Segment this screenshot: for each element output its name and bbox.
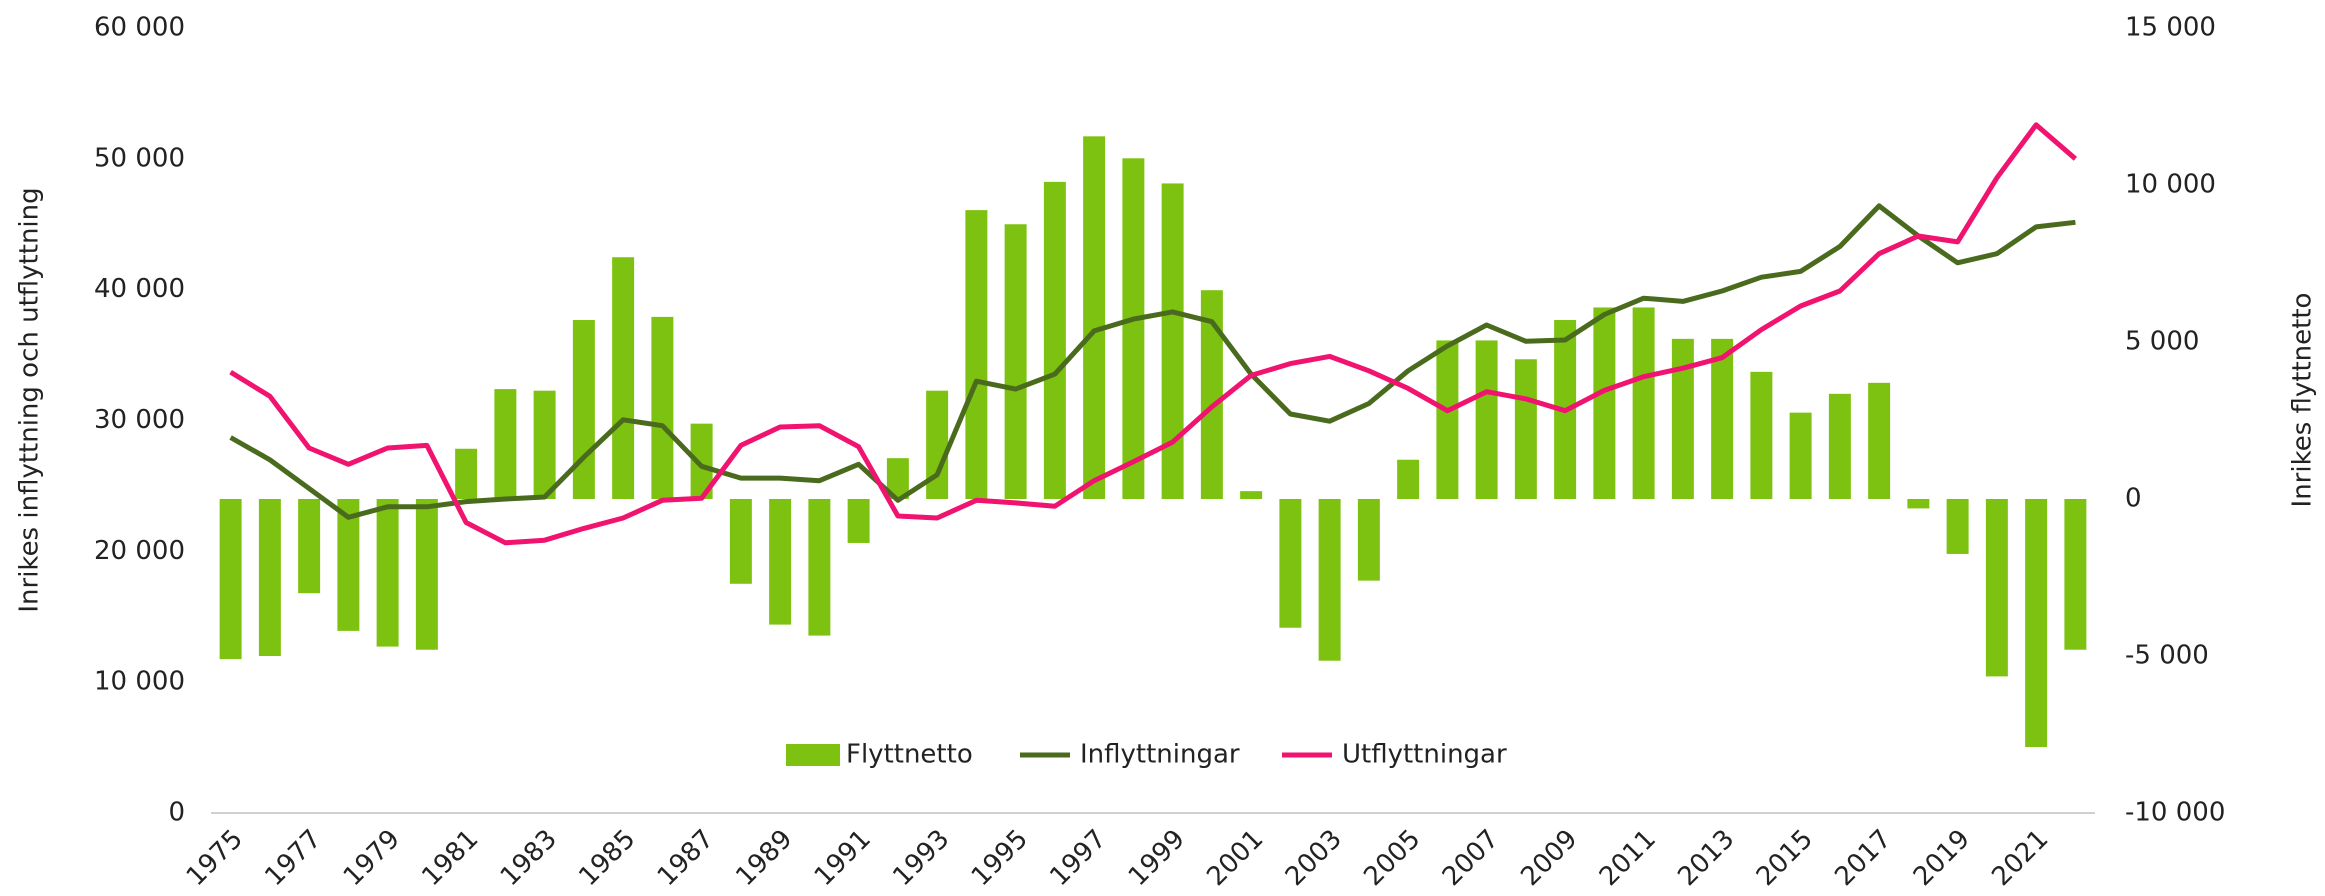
bar [1083, 136, 1106, 499]
bar [415, 499, 438, 650]
bar [1397, 459, 1420, 499]
y2-tick-label: -5 000 [2125, 641, 2209, 671]
legend-label: Flyttnetto [846, 740, 973, 770]
bar [1004, 224, 1027, 499]
bar [926, 390, 949, 499]
x-tick-label: 2013 [1672, 824, 1740, 892]
bar [808, 499, 831, 636]
bar [298, 499, 321, 594]
line [229, 203, 2076, 520]
y-tick-label: 0 [168, 798, 185, 828]
bar [1161, 183, 1184, 499]
x-tick-label: 2005 [1358, 824, 1426, 892]
bar [886, 458, 909, 499]
legend-swatch [786, 744, 840, 766]
bar [1789, 412, 1812, 499]
bar [1671, 338, 1694, 499]
y-tick-label: 60 000 [94, 13, 185, 43]
y2-tick-label: -10 000 [2125, 798, 2225, 828]
y-tick-label: 30 000 [94, 405, 185, 435]
x-tick-label: 1989 [730, 824, 798, 892]
bar [769, 499, 792, 625]
bar [1357, 499, 1380, 581]
y-tick-label: 40 000 [94, 274, 185, 304]
bar [1750, 371, 1773, 499]
bar [1240, 491, 1263, 499]
bar [376, 499, 399, 647]
bar [729, 499, 752, 584]
bar [612, 257, 635, 499]
bar [572, 320, 595, 499]
x-tick-label: 1991 [809, 824, 877, 892]
x-tick-label: 2001 [1201, 824, 1269, 892]
x-tick-label: 1995 [966, 824, 1034, 892]
bar [1200, 290, 1223, 499]
x-tick-label: 1981 [416, 824, 484, 892]
line [229, 122, 2078, 546]
bar [494, 389, 517, 499]
legend-label: Utflyttningar [1342, 740, 1507, 770]
bar [2025, 499, 2048, 748]
bar [1907, 499, 1930, 509]
x-tick-label: 2009 [1515, 824, 1583, 892]
x-tick-label: 2003 [1280, 824, 1348, 892]
bar [1043, 181, 1066, 500]
x-tick-label: 2019 [1908, 824, 1976, 892]
bar [1711, 338, 1734, 499]
bar [651, 316, 674, 499]
bar [337, 499, 360, 631]
x-tick-label: 1977 [259, 824, 327, 892]
y2-axis-title: Inrikes flyttnetto [2288, 293, 2318, 508]
bar [1436, 340, 1459, 499]
bar [1868, 382, 1891, 499]
x-tick-label: 1975 [181, 824, 249, 892]
bar [690, 423, 713, 499]
bar [965, 210, 988, 499]
x-tick-label: 2017 [1829, 824, 1897, 892]
y-tick-label: 50 000 [94, 143, 185, 173]
x-tick-label: 1983 [495, 824, 563, 892]
y-tick-label: 20 000 [94, 536, 185, 566]
y2-tick-label: 0 [2125, 484, 2142, 514]
bar [847, 499, 870, 543]
bar [1985, 499, 2008, 677]
x-tick-label: 2021 [1986, 824, 2054, 892]
y2-tick-label: 10 000 [2125, 170, 2216, 200]
y-axis-title: Inrikes inflyttning och utflyttning [15, 187, 45, 612]
x-tick-label: 1979 [338, 824, 406, 892]
bar [1279, 499, 1302, 628]
bar [1318, 499, 1341, 661]
bar [1828, 393, 1851, 499]
bar [1475, 340, 1498, 499]
bar [219, 499, 242, 660]
bar [2064, 499, 2087, 650]
x-tick-label: 2011 [1594, 824, 1662, 892]
x-tick-label: 2007 [1437, 824, 1505, 892]
y2-tick-label: 15 000 [2125, 13, 2216, 43]
bar [533, 390, 556, 499]
bar [1632, 307, 1655, 499]
x-tick-label: 1999 [1123, 824, 1191, 892]
legend-label: Inflyttningar [1080, 740, 1240, 770]
y2-tick-label: 5 000 [2125, 327, 2199, 357]
x-tick-label: 1997 [1044, 824, 1112, 892]
bar [455, 448, 478, 499]
bar [1946, 499, 1969, 554]
bar [1593, 307, 1616, 499]
bar [1514, 359, 1537, 499]
x-tick-label: 1985 [573, 824, 641, 892]
y-tick-label: 10 000 [94, 667, 185, 697]
bar [1122, 158, 1145, 499]
x-tick-label: 1987 [652, 824, 720, 892]
x-tick-label: 2015 [1751, 824, 1819, 892]
x-tick-label: 1993 [887, 824, 955, 892]
bar [258, 499, 281, 656]
